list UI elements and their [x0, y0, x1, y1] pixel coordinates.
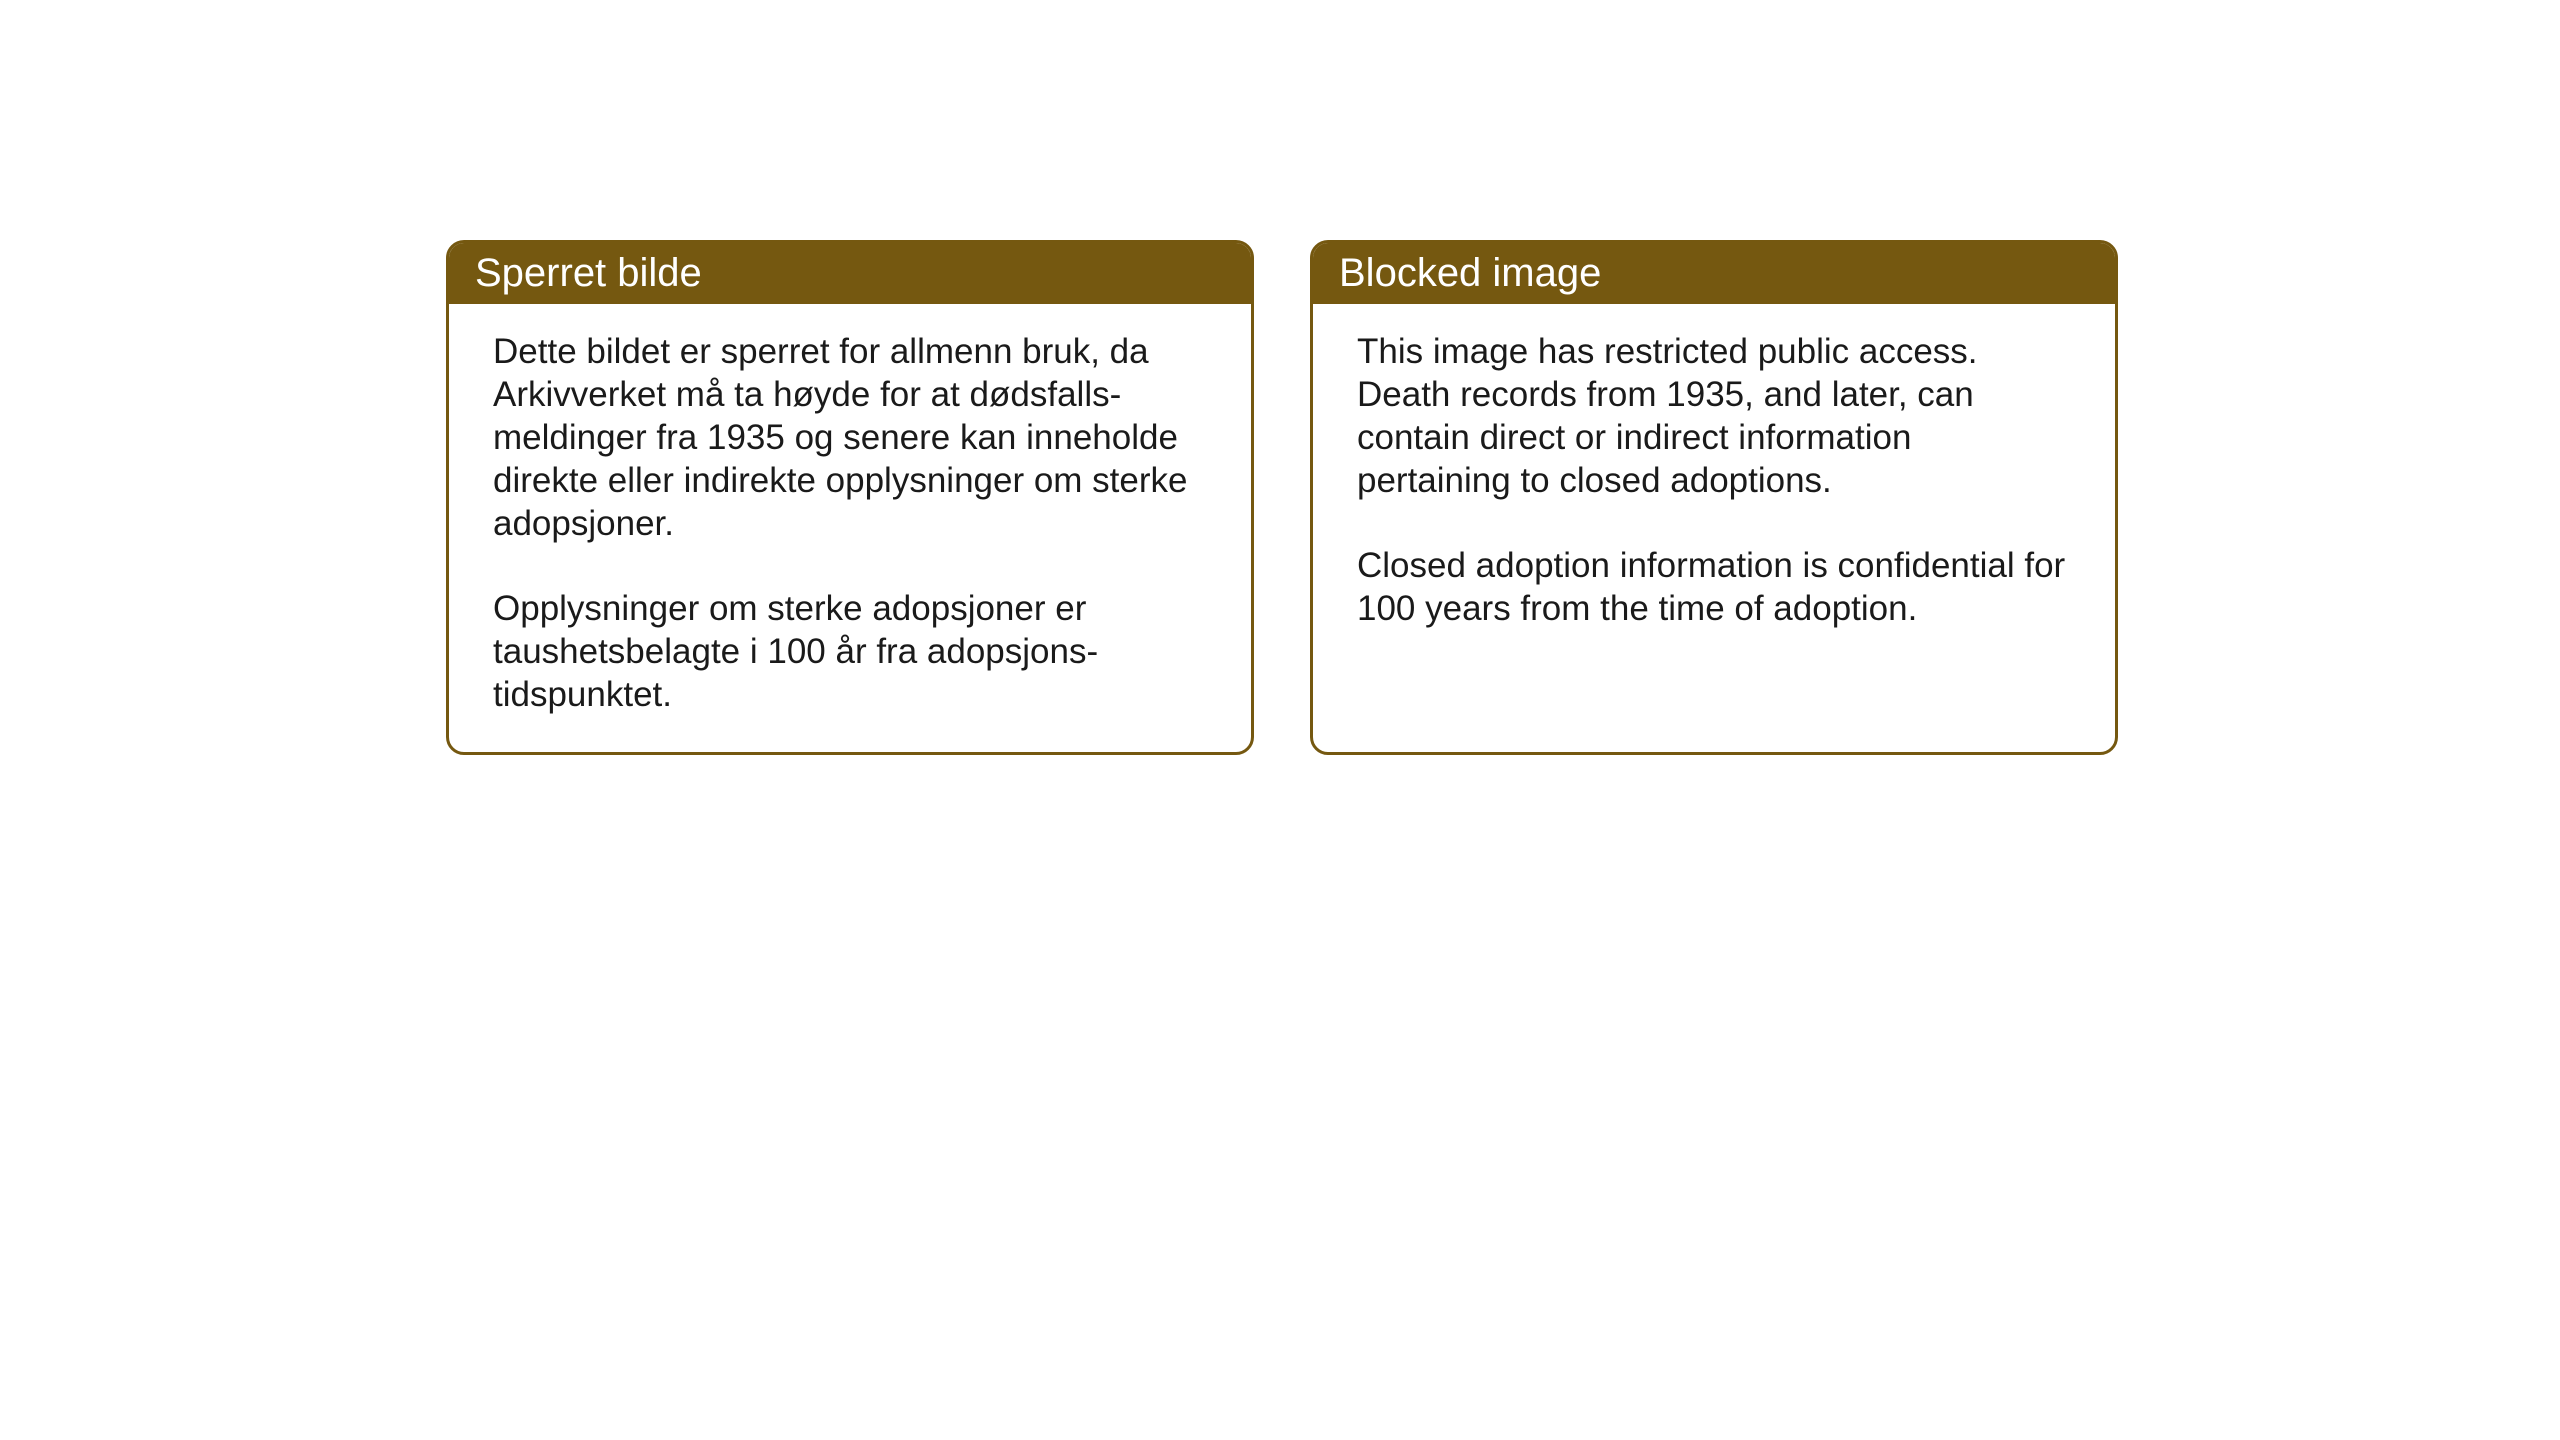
norwegian-paragraph-2: Opplysninger om sterke adopsjoner er tau… — [493, 587, 1207, 716]
norwegian-card-title: Sperret bilde — [449, 243, 1251, 304]
english-paragraph-2: Closed adoption information is confident… — [1357, 544, 2071, 630]
notice-cards-container: Sperret bilde Dette bildet er sperret fo… — [446, 240, 2118, 755]
english-paragraph-1: This image has restricted public access.… — [1357, 330, 2071, 502]
english-notice-card: Blocked image This image has restricted … — [1310, 240, 2118, 755]
english-card-body: This image has restricted public access.… — [1313, 304, 2115, 732]
norwegian-card-body: Dette bildet er sperret for allmenn bruk… — [449, 304, 1251, 752]
norwegian-paragraph-1: Dette bildet er sperret for allmenn bruk… — [493, 330, 1207, 545]
english-card-title: Blocked image — [1313, 243, 2115, 304]
norwegian-notice-card: Sperret bilde Dette bildet er sperret fo… — [446, 240, 1254, 755]
